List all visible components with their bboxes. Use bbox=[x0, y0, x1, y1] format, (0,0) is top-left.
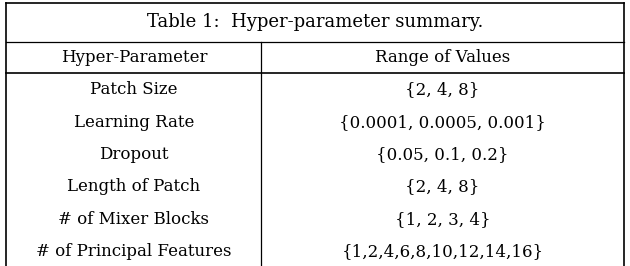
Text: {0.05, 0.1, 0.2}: {0.05, 0.1, 0.2} bbox=[376, 146, 509, 163]
Text: {1, 2, 3, 4}: {1, 2, 3, 4} bbox=[395, 211, 490, 228]
Text: # of Principal Features: # of Principal Features bbox=[36, 243, 232, 260]
Text: {2, 4, 8}: {2, 4, 8} bbox=[405, 81, 480, 98]
Text: Range of Values: Range of Values bbox=[375, 49, 510, 66]
Text: Hyper-Parameter: Hyper-Parameter bbox=[60, 49, 207, 66]
Text: # of Mixer Blocks: # of Mixer Blocks bbox=[59, 211, 209, 228]
Text: {0.0001, 0.0005, 0.001}: {0.0001, 0.0005, 0.001} bbox=[339, 114, 546, 131]
Text: Patch Size: Patch Size bbox=[90, 81, 178, 98]
Text: Length of Patch: Length of Patch bbox=[67, 178, 200, 196]
Text: {2, 4, 8}: {2, 4, 8} bbox=[405, 178, 480, 196]
Text: {1,2,4,6,8,10,12,14,16}: {1,2,4,6,8,10,12,14,16} bbox=[341, 243, 544, 260]
Text: Table 1:  Hyper-parameter summary.: Table 1: Hyper-parameter summary. bbox=[147, 13, 483, 31]
Text: Learning Rate: Learning Rate bbox=[74, 114, 194, 131]
Text: Dropout: Dropout bbox=[99, 146, 169, 163]
